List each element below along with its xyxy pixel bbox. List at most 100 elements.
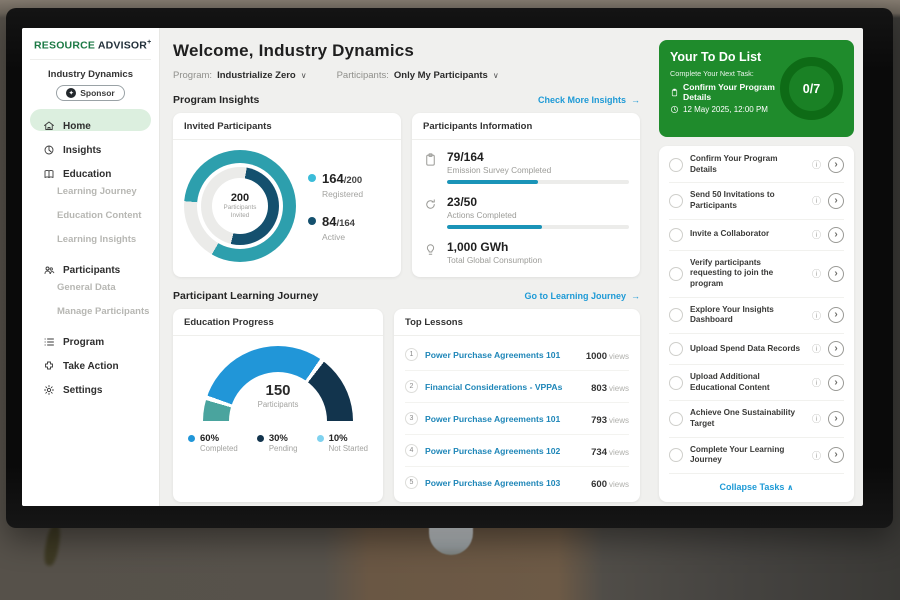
sidebar-item-home[interactable]: Home <box>30 109 151 131</box>
task-open-button[interactable]: › <box>828 375 844 391</box>
sidebar-item-insights[interactable]: Insights <box>30 133 151 155</box>
sidebar: RESOURCE ADVISOR+ Industry Dynamics ✦ Sp… <box>22 28 160 506</box>
info-icon[interactable]: ⓘ <box>812 342 821 355</box>
info-icon[interactable]: ⓘ <box>812 267 821 280</box>
task-open-button[interactable]: › <box>828 447 844 463</box>
task-open-button[interactable]: › <box>828 266 844 282</box>
home-icon <box>43 120 55 132</box>
page-title: Welcome, Industry Dynamics <box>173 41 640 61</box>
sidebar-item-label: Education Content <box>57 210 141 221</box>
lesson-link[interactable]: Power Purchase Agreements 101 <box>425 350 579 360</box>
card-title: Top Lessons <box>394 309 640 336</box>
sidebar-item-label: Insights <box>63 145 101 156</box>
sidebar-item-manage-participants[interactable]: Manage Participants <box>30 301 151 323</box>
participants-information-card: Participants Information 79/164 Emission… <box>412 113 640 277</box>
clock-icon <box>670 105 679 114</box>
collapse-tasks-link[interactable]: Collapse Tasks ∧ <box>669 474 844 501</box>
info-icon[interactable]: ⓘ <box>812 194 821 207</box>
task-row: Verify participants requesting to join t… <box>669 251 844 298</box>
arrow-right-icon: → <box>631 95 640 105</box>
sidebar-item-program[interactable]: Program <box>30 325 151 347</box>
task-checkbox[interactable] <box>669 267 683 281</box>
task-checkbox[interactable] <box>669 376 683 390</box>
task-checkbox[interactable] <box>669 448 683 462</box>
task-checkbox[interactable] <box>669 412 683 426</box>
lesson-rank: 4 <box>405 444 418 457</box>
participants-filter[interactable]: Participants: Only My Participants ∨ <box>337 70 499 81</box>
sponsor-label: Sponsor <box>80 88 114 98</box>
progress-bar <box>447 225 542 229</box>
card-title: Participants Information <box>412 113 640 140</box>
education-progress-card: Education Progress 150 Participants <box>173 309 383 502</box>
program-filter[interactable]: Program: Industrialize Zero ∨ <box>173 70 307 81</box>
todo-next-task: Confirm Your Program Details <box>683 82 796 102</box>
task-open-button[interactable]: › <box>828 227 844 243</box>
sidebar-item-general-data[interactable]: General Data <box>30 277 151 299</box>
participants-filter-value: Only My Participants <box>394 70 488 81</box>
legend-completed: 60% Completed <box>188 433 238 453</box>
task-checkbox[interactable] <box>669 194 683 208</box>
task-checkbox[interactable] <box>669 308 683 322</box>
lightbulb-icon <box>423 242 438 257</box>
lesson-link[interactable]: Power Purchase Agreements 102 <box>425 446 584 456</box>
sidebar-item-participants[interactable]: Participants <box>30 253 151 275</box>
task-checkbox[interactable] <box>669 158 683 172</box>
card-title: Education Progress <box>173 309 383 336</box>
sidebar-item-education[interactable]: Education <box>30 157 151 179</box>
legend-dot <box>308 174 316 182</box>
gear-icon <box>43 384 55 396</box>
insights-icon <box>43 144 55 156</box>
info-icon[interactable]: ⓘ <box>812 376 821 389</box>
lesson-link[interactable]: Power Purchase Agreements 103 <box>425 478 584 488</box>
org-name: Industry Dynamics <box>30 69 151 80</box>
sidebar-item-learning-insights[interactable]: Learning Insights <box>30 229 151 251</box>
legend-dot <box>308 217 316 225</box>
go-to-learning-journey-link[interactable]: Go to Learning Journey → <box>524 291 640 301</box>
education-progress-gauge: 150 Participants <box>203 346 353 425</box>
lesson-rank: 2 <box>405 380 418 393</box>
sidebar-item-label: Manage Participants <box>57 306 149 317</box>
info-icon[interactable]: ⓘ <box>812 449 821 462</box>
lesson-row: 3 Power Purchase Agreements 101 793views <box>405 403 629 435</box>
info-icon[interactable]: ⓘ <box>812 309 821 322</box>
task-checkbox[interactable] <box>669 228 683 242</box>
card-title: Invited Participants <box>173 113 401 140</box>
task-open-button[interactable]: › <box>828 411 844 427</box>
task-open-button[interactable]: › <box>828 193 844 209</box>
todo-counter: 0/7 <box>803 82 820 96</box>
lesson-rank: 5 <box>405 476 418 489</box>
lesson-row: 1 Power Purchase Agreements 101 1000view… <box>405 339 629 371</box>
lesson-row: 5 Power Purchase Agreements 103 600views <box>405 467 629 498</box>
sidebar-item-learning-journey[interactable]: Learning Journey <box>30 181 151 203</box>
sidebar-item-label: Participants <box>63 265 120 276</box>
monitor-stand <box>429 527 473 555</box>
task-checkbox[interactable] <box>669 342 683 356</box>
info-icon[interactable]: ⓘ <box>812 228 821 241</box>
task-open-button[interactable]: › <box>828 307 844 323</box>
logo-secondary: ADVISOR <box>95 40 147 52</box>
book-icon <box>43 168 55 180</box>
invited-participants-donut: 200 Participants Invited <box>184 150 296 262</box>
task-open-button[interactable]: › <box>828 157 844 173</box>
legend-registered: 164/200 Registered <box>308 170 363 199</box>
learning-journey-heading: Participant Learning Journey <box>173 290 318 302</box>
sidebar-item-take-action[interactable]: Take Action <box>30 349 151 371</box>
sidebar-item-settings[interactable]: Settings <box>30 373 151 395</box>
lesson-link[interactable]: Power Purchase Agreements 101 <box>425 414 584 424</box>
task-open-button[interactable]: › <box>828 341 844 357</box>
info-icon[interactable]: ⓘ <box>812 412 821 425</box>
legend-active: 84/164 Active <box>308 213 363 242</box>
app-logo: RESOURCE ADVISOR+ <box>30 37 151 60</box>
stat-actions-completed: 23/50 Actions Completed <box>423 195 629 229</box>
task-row: Upload Spend Data Records ⓘ › <box>669 334 844 365</box>
sidebar-item-education-content[interactable]: Education Content <box>30 205 151 227</box>
dashboard-screen: RESOURCE ADVISOR+ Industry Dynamics ✦ Sp… <box>22 28 863 506</box>
sidebar-item-label: Learning Insights <box>57 234 136 245</box>
lesson-rank: 1 <box>405 348 418 361</box>
info-icon[interactable]: ⓘ <box>812 158 821 171</box>
check-more-insights-link[interactable]: Check More Insights → <box>538 95 640 105</box>
legend-pending: 30% Pending <box>257 433 298 453</box>
people-icon <box>43 264 55 276</box>
lesson-link[interactable]: Financial Considerations - VPPAs <box>425 382 584 392</box>
clipboard-icon <box>670 88 679 97</box>
